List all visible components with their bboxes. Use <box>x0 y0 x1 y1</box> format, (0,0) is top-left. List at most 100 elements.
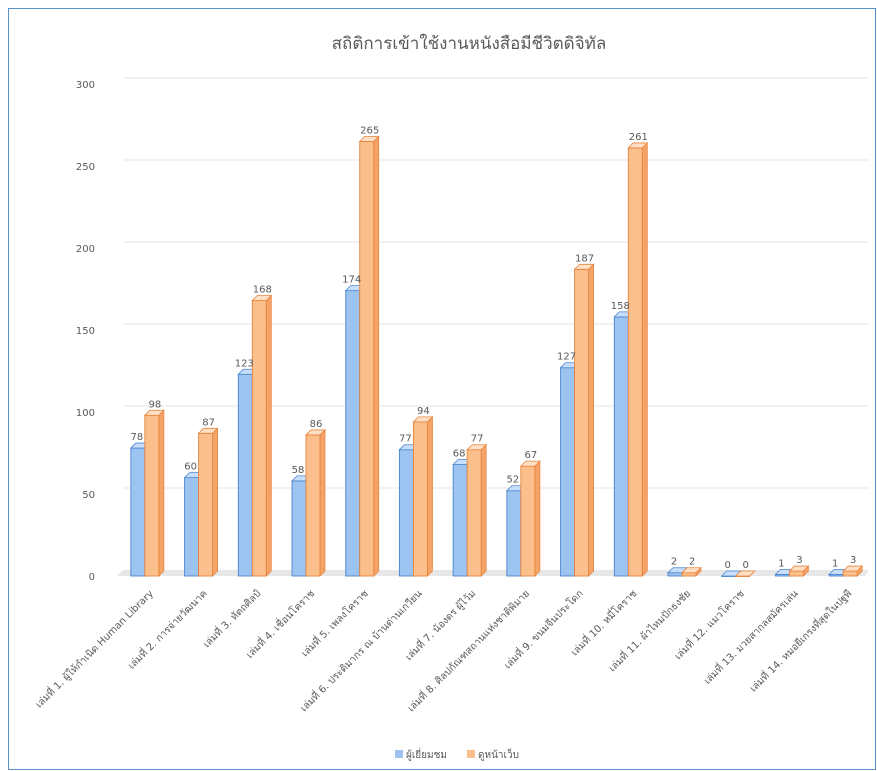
bar-front-face <box>452 464 468 577</box>
bar-front-face <box>184 477 200 577</box>
value-label: 261 <box>629 132 648 143</box>
value-labels: 7898608712316858861742657794687752671271… <box>130 125 856 571</box>
value-label: 98 <box>148 399 161 410</box>
value-label: 187 <box>575 253 594 264</box>
value-label: 3 <box>850 555 856 566</box>
value-label: 158 <box>611 301 630 312</box>
bar-side-face <box>319 428 326 577</box>
bar-top-face <box>251 295 273 301</box>
y-tick-label: 300 <box>76 80 95 91</box>
bar-front-face <box>560 367 576 577</box>
bar-side-face <box>212 427 218 577</box>
bar-side-face <box>373 135 380 577</box>
bars <box>129 135 864 577</box>
y-tick-label: 50 <box>82 490 95 501</box>
chart-svg: สถิติการเข้าใช้งานหนังสือมีชีวิตดิจิทัล … <box>32 33 869 761</box>
bar-top-face <box>143 409 165 416</box>
bar-front-face <box>627 147 643 577</box>
bar-pageviews <box>519 460 541 577</box>
bar-front-face <box>144 414 160 577</box>
bar-front-face <box>251 300 267 577</box>
bar-pageviews <box>412 415 434 577</box>
bar-top-face <box>627 142 649 149</box>
legend-label: ดูหน้าเว็บ <box>478 747 519 761</box>
value-label: 67 <box>524 450 537 461</box>
bar-front-face <box>681 572 697 577</box>
bar-top-face <box>734 570 756 577</box>
bar-side-face <box>480 443 487 577</box>
bar-front-face <box>305 434 321 577</box>
x-axis: เล่มที่ 1. ผู้ให้กำเนิด Human Library เล่… <box>32 586 855 714</box>
bar-side-face <box>427 415 433 577</box>
bar-front-face <box>398 449 414 577</box>
bar-front-face <box>613 316 629 577</box>
value-label: 174 <box>342 275 361 286</box>
bar-front-face <box>359 140 375 577</box>
bar-pageviews <box>143 409 165 577</box>
bar-front-face <box>788 570 804 577</box>
bar-front-face <box>130 447 146 577</box>
value-label: 60 <box>184 462 197 473</box>
bar-side-face <box>534 460 541 577</box>
y-axis: 0 50 100 150 200 250 300 <box>76 80 95 583</box>
legend: ผู้เยี่ยมชม ดูหน้าเว็บ <box>395 747 519 761</box>
legend-label: ผู้เยี่ยมชม <box>406 747 447 761</box>
value-label: 123 <box>235 358 254 369</box>
value-label: 77 <box>471 434 484 445</box>
bar-front-face <box>198 432 214 577</box>
value-label: 94 <box>417 406 430 417</box>
bar-side-face <box>158 409 165 577</box>
value-label: 0 <box>743 560 749 571</box>
bar-top-face <box>519 460 541 467</box>
y-tick-label: 100 <box>76 408 95 419</box>
bar-pageviews <box>358 135 380 577</box>
bar-front-face <box>412 421 428 577</box>
bar-pageviews <box>573 263 595 577</box>
value-label: 68 <box>453 448 466 459</box>
bar-front-face <box>520 465 536 577</box>
value-label: 2 <box>671 557 677 568</box>
bar-front-face <box>345 290 361 577</box>
bar-pageviews <box>305 428 326 577</box>
chart-frame: สถิติการเข้าใช้งานหนังสือมีชีวิตดิจิทัล … <box>8 8 876 770</box>
value-label: 52 <box>506 475 519 486</box>
category-label: เล่มที่ 14. หมอยีเกรงที่สุดในปฐพี <box>746 586 854 694</box>
bar-pageviews <box>466 443 488 577</box>
bar-front-face <box>237 373 253 577</box>
value-label: 77 <box>399 434 412 445</box>
bar-front-face <box>506 490 522 577</box>
bar-pageviews <box>251 294 273 577</box>
bar-pageviews <box>734 570 756 577</box>
bar-pageviews <box>788 565 810 577</box>
value-label: 168 <box>253 284 272 295</box>
bar-side-face <box>265 294 272 577</box>
bar-top-face <box>466 444 488 451</box>
value-label: 58 <box>292 465 305 476</box>
legend-item: ดูหน้าเว็บ <box>467 747 519 761</box>
bar-side-face <box>588 263 594 577</box>
bar-front-face <box>574 268 590 577</box>
category-label: เล่มที่ 1. ผู้ให้กำเนิด Human Library <box>32 586 156 710</box>
bar-pageviews <box>627 141 649 577</box>
bar-front-face <box>291 480 307 577</box>
chart-title: สถิติการเข้าใช้งานหนังสือมีชีวิตดิจิทัล <box>332 33 607 54</box>
value-label: 127 <box>557 352 576 363</box>
bar-top-face <box>412 416 434 423</box>
bar-pageviews <box>681 566 702 577</box>
value-label: 1 <box>832 558 838 569</box>
value-label: 2 <box>689 557 695 568</box>
value-label: 0 <box>725 560 731 571</box>
legend-swatch <box>395 750 403 758</box>
bar-top-face <box>305 429 326 436</box>
y-tick-label: 250 <box>76 162 95 173</box>
y-tick-label: 200 <box>76 244 95 255</box>
bar-top-face <box>788 565 810 572</box>
bar-top-face <box>358 136 380 142</box>
bar-pageviews <box>842 565 864 577</box>
legend-swatch <box>467 750 475 758</box>
chart-floor <box>117 570 869 576</box>
bar-top-face <box>842 565 864 572</box>
bar-front-face <box>466 449 482 577</box>
value-label: 3 <box>796 555 802 566</box>
bar-pageviews <box>197 427 219 577</box>
